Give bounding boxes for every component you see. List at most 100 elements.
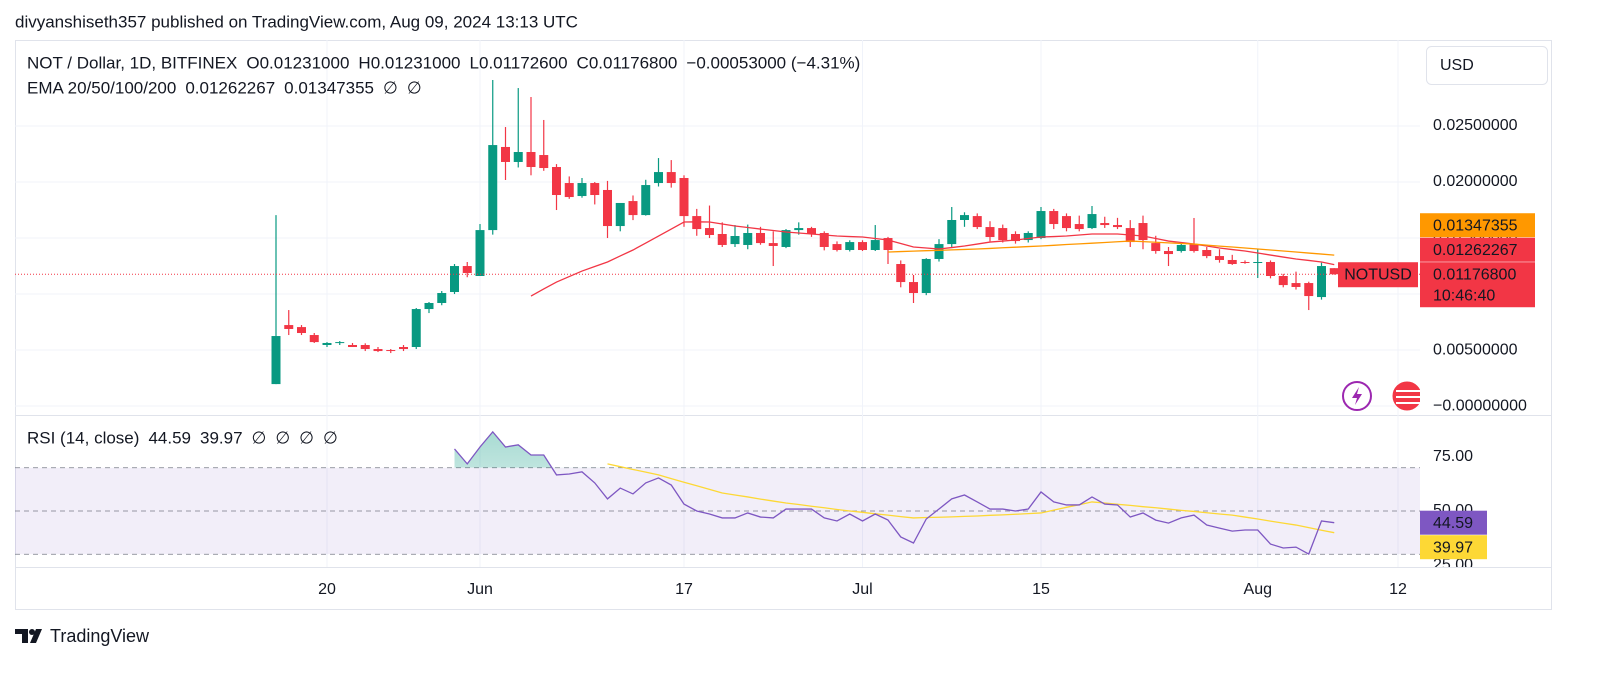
candle-body: [1100, 223, 1110, 226]
lightning-glyph: [1352, 387, 1362, 405]
ohlc-key: O: [246, 53, 259, 72]
candle-body: [628, 201, 638, 216]
price-tick-label: 0.00500000: [1433, 341, 1518, 358]
time-tick-label: Aug: [1244, 581, 1272, 598]
candle-body: [1151, 243, 1161, 252]
currency-box[interactable]: [1426, 46, 1548, 85]
candle-body: [870, 240, 880, 251]
indicator-value: 0.01347355: [284, 78, 374, 97]
candle-body: [947, 219, 957, 245]
candle-body: [348, 344, 357, 348]
rsi-legend-value: 39.97: [200, 428, 243, 447]
last-price-label: 0.01176800: [1433, 266, 1516, 283]
candle-body: [705, 228, 714, 236]
candle-body: [297, 327, 306, 334]
ohlc-key: C: [577, 53, 589, 72]
time-tick-label: 20: [318, 581, 336, 598]
candle-body: [386, 350, 396, 352]
candle-body: [985, 227, 995, 238]
candle-body: [921, 258, 931, 294]
symbol-title: NOT / Dollar, 1D, BITFINEX: [27, 53, 237, 72]
rsi-title: RSI (14, close): [27, 428, 139, 447]
price-tick-label: 0.02500000: [1433, 117, 1518, 134]
candle-body: [411, 309, 421, 348]
ema-value-box: [1420, 237, 1535, 262]
candle-body: [577, 183, 587, 197]
candle-body: [513, 152, 523, 162]
indicator-title: EMA 20/50/100/200: [27, 78, 176, 97]
rsi-value-box: [1420, 535, 1487, 560]
candle-body: [858, 242, 867, 251]
chart-frame: [15, 40, 1552, 610]
candle-body: [1164, 251, 1173, 255]
candle-body: [1202, 250, 1212, 257]
candle-body: [1113, 225, 1122, 228]
rsi-line: [607, 463, 1335, 534]
rsi-hidden: ∅: [252, 428, 267, 447]
candle-body: [883, 238, 893, 251]
footer: TradingView: [15, 626, 150, 646]
candle-body: [462, 266, 472, 273]
candle-body: [475, 230, 485, 276]
candle-body: [934, 244, 944, 259]
candle-body: [692, 216, 702, 230]
candle-body: [1011, 233, 1020, 242]
candle-body: [1329, 268, 1339, 275]
currency-label[interactable]: USD: [1440, 57, 1474, 74]
brand-name: TradingView: [50, 626, 150, 646]
candle-body: [743, 232, 753, 245]
ohlc-value: 0.01231000: [371, 53, 461, 72]
candle-body: [960, 215, 969, 220]
rsi-value-label: 39.97: [1433, 539, 1473, 556]
time-tick-label: Jul: [852, 581, 872, 598]
countdown-label: 10:46:40: [1433, 287, 1495, 304]
ema-value-label: 0.01262267: [1433, 242, 1518, 259]
rsi-line: [454, 430, 1335, 555]
ohlc-value: 0.01231000: [260, 53, 350, 72]
price-tick-label: −0.00000000: [1433, 397, 1527, 414]
symbol-tag: NOTUSD: [1344, 266, 1412, 283]
candle-body: [322, 342, 332, 345]
candle-body: [845, 242, 855, 251]
candle-body: [615, 202, 625, 227]
candle-body: [998, 228, 1008, 241]
candle-body: [717, 233, 727, 245]
time-tick-label: Jun: [467, 581, 493, 598]
candle-body: [972, 216, 982, 228]
rsi-tick-label: 75.00: [1433, 448, 1473, 465]
candle-body: [730, 236, 740, 245]
candle-body: [807, 228, 816, 234]
ohlc-key: L: [470, 53, 479, 72]
candle-body: [271, 336, 281, 385]
rsi-hidden: ∅: [275, 428, 290, 447]
candle-body: [794, 228, 804, 231]
candle-body: [437, 293, 447, 303]
published-line: divyanshiseth357 published on TradingVie…: [15, 12, 578, 31]
candle-body: [1189, 244, 1199, 252]
rsi-hidden: ∅: [299, 428, 314, 447]
candle-body: [1253, 261, 1263, 264]
candle-body: [1062, 216, 1071, 229]
candle-body: [832, 244, 842, 251]
ohlc-key: H: [358, 53, 370, 72]
candle-body: [819, 232, 829, 247]
currency-button[interactable]: USD: [1426, 46, 1548, 85]
candle-body: [526, 152, 536, 168]
candle-body: [488, 145, 498, 231]
candle-body: [679, 177, 689, 217]
candle-body: [896, 264, 906, 283]
rsi-value-box: [1420, 510, 1487, 535]
candle-body: [360, 344, 370, 350]
candle-body: [1087, 214, 1097, 229]
overbought-fill: [454, 431, 552, 468]
candle-body: [1176, 244, 1186, 252]
candle-body: [1240, 261, 1250, 264]
candle-body: [641, 185, 651, 216]
candle-body: [564, 183, 574, 198]
candle-body: [768, 243, 778, 246]
indicator-hidden: ∅: [383, 78, 398, 97]
candle-body: [756, 232, 765, 244]
candle-body: [781, 230, 791, 247]
candle-body: [1291, 283, 1301, 287]
